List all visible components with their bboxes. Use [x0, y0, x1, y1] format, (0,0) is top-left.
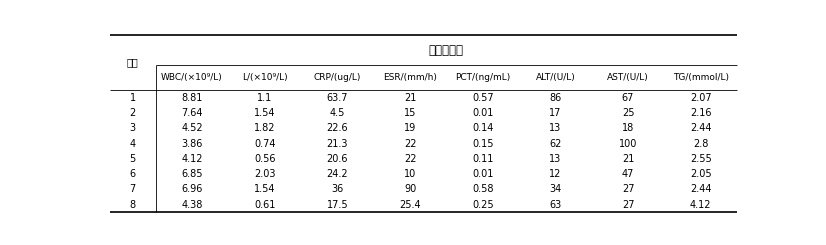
Text: 2.03: 2.03	[254, 169, 276, 179]
Text: 0.15: 0.15	[472, 139, 493, 148]
Text: 2: 2	[130, 108, 135, 118]
Text: 10: 10	[404, 169, 416, 179]
Text: ALT/(U/L): ALT/(U/L)	[535, 73, 575, 82]
Text: 4.52: 4.52	[181, 123, 203, 133]
Text: 2.8: 2.8	[693, 139, 709, 148]
Text: 0.14: 0.14	[472, 123, 493, 133]
Text: 4.5: 4.5	[330, 108, 345, 118]
Text: 47: 47	[622, 169, 634, 179]
Text: 21.3: 21.3	[326, 139, 348, 148]
Text: 18: 18	[622, 123, 634, 133]
Text: 17.5: 17.5	[326, 200, 349, 210]
Text: 4.12: 4.12	[690, 200, 711, 210]
Text: 7.64: 7.64	[182, 108, 203, 118]
Text: 7: 7	[130, 184, 135, 195]
Text: WBC/(×10⁹/L): WBC/(×10⁹/L)	[161, 73, 223, 82]
Text: 21: 21	[622, 154, 634, 164]
Text: 27: 27	[622, 200, 634, 210]
Text: 2.05: 2.05	[690, 169, 711, 179]
Text: 6: 6	[130, 169, 135, 179]
Text: 34: 34	[549, 184, 562, 195]
Text: 13: 13	[549, 154, 562, 164]
Text: 1.54: 1.54	[254, 184, 276, 195]
Text: 63.7: 63.7	[326, 93, 348, 103]
Text: 67: 67	[622, 93, 634, 103]
Text: 86: 86	[549, 93, 562, 103]
Text: 1.54: 1.54	[254, 108, 276, 118]
Text: 0.61: 0.61	[254, 200, 275, 210]
Text: 1: 1	[130, 93, 135, 103]
Text: 27: 27	[622, 184, 634, 195]
Text: 12: 12	[549, 169, 562, 179]
Text: 1.1: 1.1	[257, 93, 273, 103]
Text: AST/(U/L): AST/(U/L)	[607, 73, 649, 82]
Text: TG/(mmol/L): TG/(mmol/L)	[672, 73, 729, 82]
Text: 0.56: 0.56	[254, 154, 276, 164]
Text: 4.12: 4.12	[182, 154, 203, 164]
Text: 8.81: 8.81	[182, 93, 202, 103]
Text: 0.01: 0.01	[472, 108, 493, 118]
Text: 2.55: 2.55	[690, 154, 711, 164]
Text: 0.58: 0.58	[472, 184, 493, 195]
Text: L/(×10⁹/L): L/(×10⁹/L)	[242, 73, 287, 82]
Text: 6.96: 6.96	[182, 184, 202, 195]
Text: 62: 62	[549, 139, 562, 148]
Text: 21: 21	[404, 93, 416, 103]
Text: 3: 3	[130, 123, 135, 133]
Text: 25: 25	[622, 108, 634, 118]
Text: 病例: 病例	[127, 58, 139, 68]
Text: 19: 19	[404, 123, 416, 133]
Text: 实验室检查: 实验室检查	[429, 44, 464, 57]
Text: 5: 5	[130, 154, 135, 164]
Text: 2.16: 2.16	[690, 108, 711, 118]
Text: 3.86: 3.86	[182, 139, 202, 148]
Text: 22.6: 22.6	[326, 123, 349, 133]
Text: 36: 36	[331, 184, 344, 195]
Text: 100: 100	[619, 139, 637, 148]
Text: 2.44: 2.44	[690, 123, 711, 133]
Text: 0.57: 0.57	[472, 93, 493, 103]
Text: 4: 4	[130, 139, 135, 148]
Text: 22: 22	[404, 139, 416, 148]
Text: 8: 8	[130, 200, 135, 210]
Text: 6.85: 6.85	[182, 169, 203, 179]
Text: 20.6: 20.6	[326, 154, 348, 164]
Text: 25.4: 25.4	[399, 200, 421, 210]
Text: 0.11: 0.11	[472, 154, 493, 164]
Text: 15: 15	[404, 108, 416, 118]
Text: 0.74: 0.74	[254, 139, 276, 148]
Text: 17: 17	[549, 108, 562, 118]
Text: 4.38: 4.38	[182, 200, 202, 210]
Text: 13: 13	[549, 123, 562, 133]
Text: 63: 63	[549, 200, 562, 210]
Text: 0.25: 0.25	[472, 200, 493, 210]
Text: 2.44: 2.44	[690, 184, 711, 195]
Text: PCT/(ng/mL): PCT/(ng/mL)	[455, 73, 510, 82]
Text: ESR/(mm/h): ESR/(mm/h)	[383, 73, 437, 82]
Text: 24.2: 24.2	[326, 169, 349, 179]
Text: 90: 90	[404, 184, 416, 195]
Text: 1.82: 1.82	[254, 123, 276, 133]
Text: 2.07: 2.07	[690, 93, 711, 103]
Text: 0.01: 0.01	[472, 169, 493, 179]
Text: 22: 22	[404, 154, 416, 164]
Text: CRP/(ug/L): CRP/(ug/L)	[314, 73, 361, 82]
